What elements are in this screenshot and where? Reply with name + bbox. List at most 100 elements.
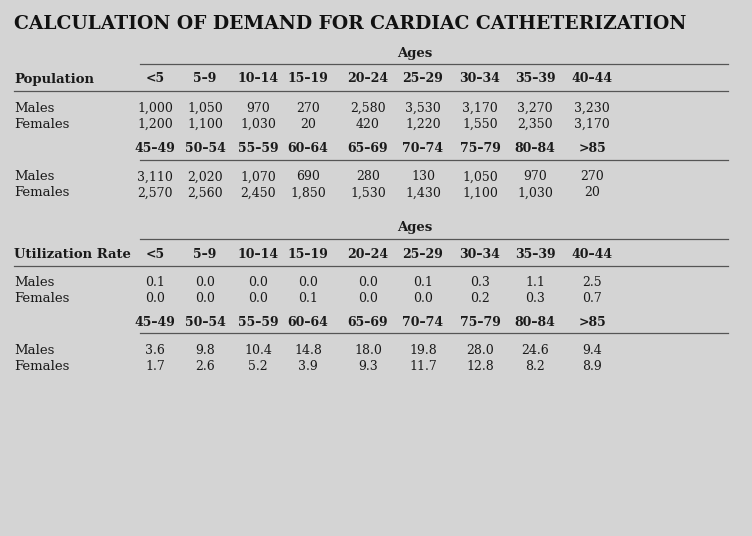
Text: 15–19: 15–19 — [287, 72, 329, 86]
Text: 2,560: 2,560 — [187, 187, 223, 199]
Text: 3,530: 3,530 — [405, 101, 441, 115]
Text: 1,550: 1,550 — [462, 117, 498, 130]
Text: 1,850: 1,850 — [290, 187, 326, 199]
Text: 50–54: 50–54 — [184, 316, 226, 329]
Text: 1,100: 1,100 — [187, 117, 223, 130]
Text: 0.0: 0.0 — [195, 293, 215, 306]
Text: 10.4: 10.4 — [244, 344, 272, 356]
Text: 20–24: 20–24 — [347, 248, 389, 260]
Text: 8.9: 8.9 — [582, 360, 602, 373]
Text: Females: Females — [14, 360, 69, 373]
Text: 3,170: 3,170 — [462, 101, 498, 115]
Text: 9.4: 9.4 — [582, 344, 602, 356]
Text: 60–64: 60–64 — [287, 142, 329, 154]
Text: 0.0: 0.0 — [298, 277, 318, 289]
Text: 280: 280 — [356, 170, 380, 183]
Text: 45–49: 45–49 — [135, 142, 175, 154]
Text: Males: Males — [14, 101, 54, 115]
Text: 50–54: 50–54 — [184, 142, 226, 154]
Text: 3.6: 3.6 — [145, 344, 165, 356]
Text: 3,170: 3,170 — [574, 117, 610, 130]
Text: 1,000: 1,000 — [137, 101, 173, 115]
Text: Ages: Ages — [397, 47, 432, 59]
Text: 130: 130 — [411, 170, 435, 183]
Text: 12.8: 12.8 — [466, 360, 494, 373]
Text: 24.6: 24.6 — [521, 344, 549, 356]
Text: 28.0: 28.0 — [466, 344, 494, 356]
Text: 45–49: 45–49 — [135, 316, 175, 329]
Text: 3.9: 3.9 — [298, 360, 318, 373]
Text: 2,570: 2,570 — [138, 187, 173, 199]
Text: 0.3: 0.3 — [470, 277, 490, 289]
Text: 70–74: 70–74 — [402, 142, 444, 154]
Text: 0.3: 0.3 — [525, 293, 545, 306]
Text: 3,230: 3,230 — [574, 101, 610, 115]
Text: 0.0: 0.0 — [358, 277, 378, 289]
Text: 3,270: 3,270 — [517, 101, 553, 115]
Text: 35–39: 35–39 — [514, 248, 555, 260]
Text: 5.2: 5.2 — [248, 360, 268, 373]
Text: 2.6: 2.6 — [195, 360, 215, 373]
Text: 1,430: 1,430 — [405, 187, 441, 199]
Text: 2,450: 2,450 — [240, 187, 276, 199]
Text: <5: <5 — [145, 248, 165, 260]
Text: 80–84: 80–84 — [514, 316, 556, 329]
Text: 0.0: 0.0 — [358, 293, 378, 306]
Text: 0.1: 0.1 — [298, 293, 318, 306]
Text: <5: <5 — [145, 72, 165, 86]
Text: 55–59: 55–59 — [238, 142, 278, 154]
Text: 2,020: 2,020 — [187, 170, 223, 183]
Text: 9.3: 9.3 — [358, 360, 378, 373]
Text: 11.7: 11.7 — [409, 360, 437, 373]
Text: 1,530: 1,530 — [350, 187, 386, 199]
Text: 65–69: 65–69 — [347, 142, 388, 154]
Text: 60–64: 60–64 — [287, 316, 329, 329]
Text: 270: 270 — [580, 170, 604, 183]
Text: 690: 690 — [296, 170, 320, 183]
Text: 80–84: 80–84 — [514, 142, 556, 154]
Text: 270: 270 — [296, 101, 320, 115]
Text: 20: 20 — [300, 117, 316, 130]
Text: Females: Females — [14, 187, 69, 199]
Text: 1,070: 1,070 — [240, 170, 276, 183]
Text: 0.0: 0.0 — [248, 293, 268, 306]
Text: 20: 20 — [584, 187, 600, 199]
Text: 0.2: 0.2 — [470, 293, 490, 306]
Text: 75–79: 75–79 — [459, 316, 500, 329]
Text: 70–74: 70–74 — [402, 316, 444, 329]
Text: Females: Females — [14, 293, 69, 306]
Text: 25–29: 25–29 — [402, 248, 444, 260]
Text: 0.0: 0.0 — [145, 293, 165, 306]
Text: 65–69: 65–69 — [347, 316, 388, 329]
Text: 9.8: 9.8 — [195, 344, 215, 356]
Text: Utilization Rate: Utilization Rate — [14, 248, 131, 260]
Text: 1,200: 1,200 — [137, 117, 173, 130]
Text: 2,350: 2,350 — [517, 117, 553, 130]
Text: Ages: Ages — [397, 221, 432, 235]
Text: 55–59: 55–59 — [238, 316, 278, 329]
Text: 3,110: 3,110 — [137, 170, 173, 183]
Text: 1,030: 1,030 — [240, 117, 276, 130]
Text: 35–39: 35–39 — [514, 72, 555, 86]
Text: 420: 420 — [356, 117, 380, 130]
Text: >85: >85 — [578, 316, 606, 329]
Text: 18.0: 18.0 — [354, 344, 382, 356]
Text: 1.7: 1.7 — [145, 360, 165, 373]
Text: CALCULATION OF DEMAND FOR CARDIAC CATHETERIZATION: CALCULATION OF DEMAND FOR CARDIAC CATHET… — [14, 15, 687, 33]
Text: 40–44: 40–44 — [572, 72, 613, 86]
Text: 75–79: 75–79 — [459, 142, 500, 154]
Text: 8.2: 8.2 — [525, 360, 545, 373]
Text: 1,220: 1,220 — [405, 117, 441, 130]
Text: Population: Population — [14, 72, 94, 86]
Text: 970: 970 — [523, 170, 547, 183]
Text: 0.7: 0.7 — [582, 293, 602, 306]
Text: 5–9: 5–9 — [193, 72, 217, 86]
Text: 2,580: 2,580 — [350, 101, 386, 115]
Text: 1,030: 1,030 — [517, 187, 553, 199]
Text: 1.1: 1.1 — [525, 277, 545, 289]
Text: 15–19: 15–19 — [287, 248, 329, 260]
Text: Males: Males — [14, 170, 54, 183]
Text: >85: >85 — [578, 142, 606, 154]
Text: 0.1: 0.1 — [413, 277, 433, 289]
Text: 19.8: 19.8 — [409, 344, 437, 356]
